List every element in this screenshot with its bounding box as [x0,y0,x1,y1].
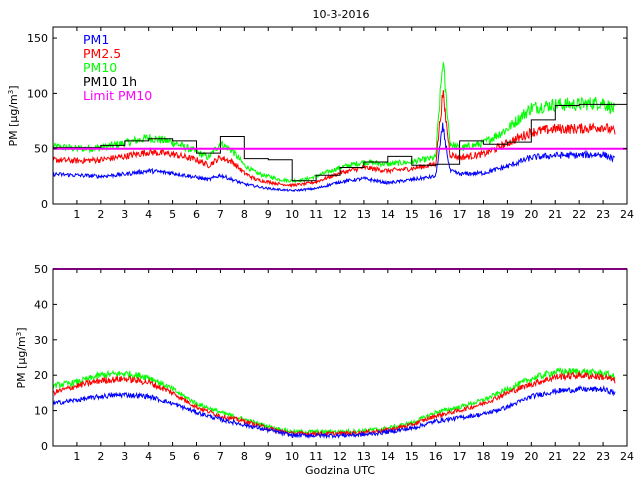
series-pm1 [52,122,616,193]
legend-label-pm25: PM2.5 [83,46,121,61]
x-tick-label: 12 [333,208,347,221]
x-tick-label: 12 [333,450,347,463]
x-tick-label: 22 [572,208,586,221]
x-tick-label: 22 [572,450,586,463]
x-tick-label: 23 [596,450,610,463]
x-tick-label: 20 [524,208,538,221]
x-tick-label: 19 [500,450,514,463]
x-tick-label: 7 [217,208,224,221]
series-pm10 [52,367,616,436]
series-pm10-1h [53,103,627,182]
x-tick-label: 20 [524,450,538,463]
x-tick-label: 4 [145,208,152,221]
x-tick-label: 17 [453,208,467,221]
series-pm2-5 [52,90,616,188]
x-tick-label: 1 [73,208,80,221]
x-tick-label: 23 [596,208,610,221]
x-tick-label: 11 [309,208,323,221]
x-tick-label: 14 [381,450,395,463]
x-tick-label: 24 [620,450,634,463]
y-axis-label: PM [µg/m3] [7,85,20,146]
legend-label-pm10-1h: PM10 1h [83,74,137,89]
y-axis: 0 50 100 150 [27,32,627,211]
plot-area [53,269,627,446]
x-tick-label: 3 [121,208,128,221]
x-tick-label: 5 [169,450,176,463]
legend-label-limit-pm10: Limit PM10 [83,88,152,103]
y-tick-label: 150 [27,32,48,45]
y-tick-label: 0 [41,440,48,453]
x-tick-label: 18 [477,208,491,221]
x-tick-label: 18 [477,450,491,463]
x-tick-label: 19 [500,208,514,221]
legend-label-pm10: PM10 [83,60,117,75]
x-tick-label: 4 [145,450,152,463]
x-tick-label: 15 [405,208,419,221]
top-plot-data [52,62,627,193]
x-axis-label: Godzina UTC [305,464,375,477]
x-tick-label: 6 [193,208,200,221]
x-tick-label: 8 [241,208,248,221]
series-pm1 [53,384,616,440]
x-tick-label: 13 [357,450,371,463]
y-axis: 0 10 20 30 40 50 [34,263,627,453]
y-tick-label: 40 [34,298,48,311]
x-tick-label: 17 [453,450,467,463]
x-tick-label: 9 [265,208,272,221]
x-tick-label: 2 [97,450,104,463]
x-tick-label: 5 [169,208,176,221]
x-tick-label: 3 [121,450,128,463]
x-tick-label: 13 [357,208,371,221]
x-tick-label: 24 [620,208,634,221]
y-tick-label: 0 [41,198,48,211]
x-axis: 1 2 3 4 5 6 7 8 9 10 11 12 13 14 15 16 17 18 19 20 21 22 23 24 [73,269,634,463]
y-tick-label: 50 [34,143,48,156]
x-tick-label: 6 [193,450,200,463]
chart-top: 10-3-2016 1 2 3 4 5 6 7 8 9 10 11 12 13 14 15 16 17 18 19 2… [7,8,634,221]
plot-area [53,27,627,204]
y-tick-label: 20 [34,369,48,382]
y-tick-label: 100 [27,87,48,100]
x-tick-label: 1 [73,450,80,463]
x-tick-label: 8 [241,450,248,463]
x-tick-label: 21 [548,208,562,221]
x-tick-label: 11 [309,450,323,463]
x-tick-label: 7 [217,450,224,463]
chart-bottom: 1 2 3 4 5 6 7 8 9 10 11 12 13 14 15 16 17 18 19 20 21 22 23 24 … [15,263,634,477]
series-pm10 [52,62,616,184]
y-tick-label: 50 [34,263,48,276]
x-axis: 1 2 3 4 5 6 7 8 9 10 11 12 13 14 15 16 17 18 19 20 21 22 23 24 [73,27,634,221]
y-tick-label: 10 [34,405,48,418]
x-tick-label: 16 [429,450,443,463]
legend-label-pm1: PM1 [83,32,109,47]
x-tick-label: 14 [381,208,395,221]
x-tick-label: 16 [429,208,443,221]
x-tick-label: 10 [285,450,299,463]
x-tick-label: 15 [405,450,419,463]
y-tick-label: 30 [34,334,48,347]
x-tick-label: 10 [285,208,299,221]
x-tick-label: 21 [548,450,562,463]
x-tick-label: 9 [265,450,272,463]
y-axis-label: PM [µg/m3] [15,327,28,388]
legend: PM1 PM2.5 PM10 PM10 1h Limit PM10 [83,32,152,103]
chart-title: 10-3-2016 [313,8,370,21]
x-tick-label: 2 [97,208,104,221]
